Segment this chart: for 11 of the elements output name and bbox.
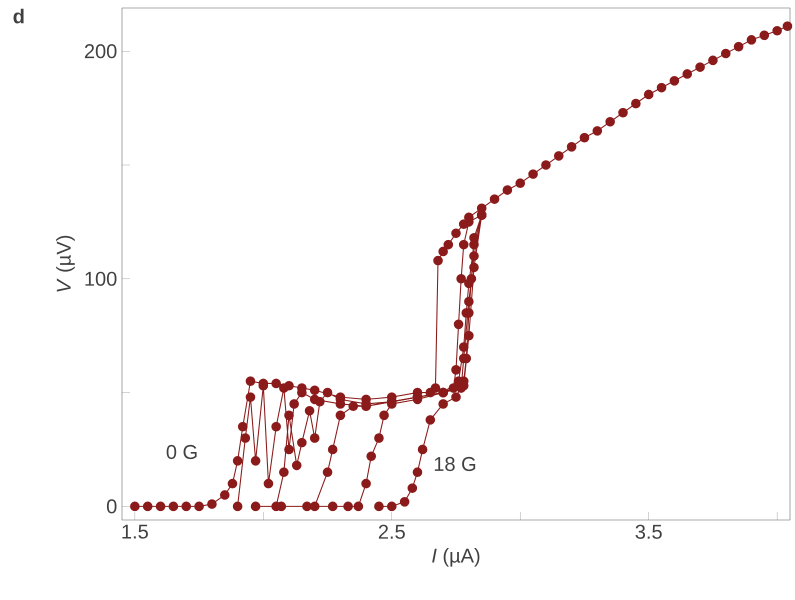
text: d xyxy=(14,8,24,24)
annotation: 18 G xyxy=(434,456,476,472)
y-tick-label: 0 xyxy=(106,499,116,514)
y-tick-label: 100 xyxy=(85,272,116,286)
y-tick-label: 200 xyxy=(84,44,116,58)
y-axis-title: V (µV) xyxy=(56,236,75,292)
x-tick-label: 3.5 xyxy=(636,524,662,539)
x-tick-label: 1.5 xyxy=(122,524,148,539)
x-tick-label: 2.5 xyxy=(378,524,405,539)
x-axis-title: I (µA) xyxy=(432,548,480,567)
annotation: 0 G xyxy=(166,444,197,460)
